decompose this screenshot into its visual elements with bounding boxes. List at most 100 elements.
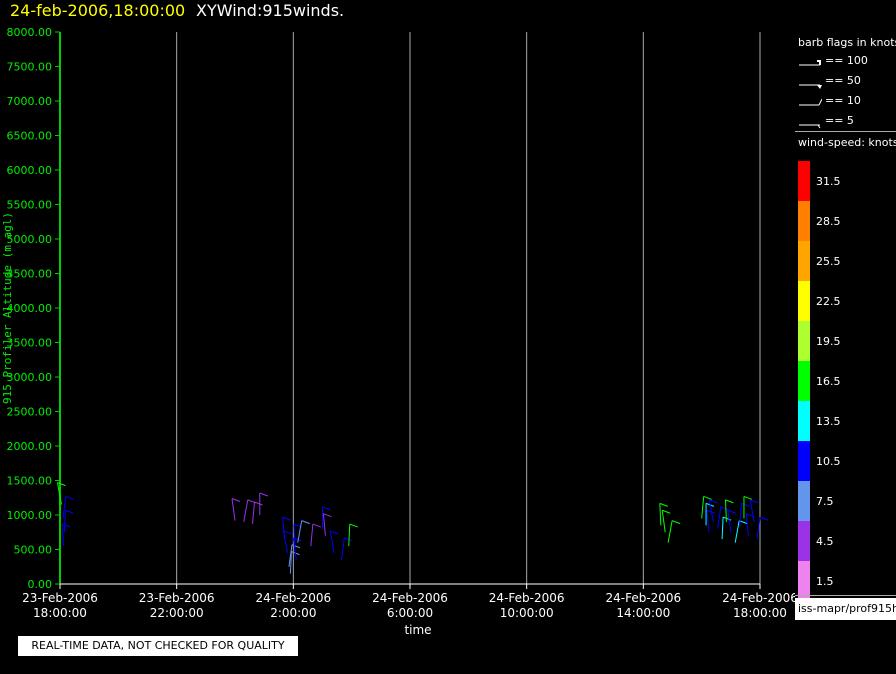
wind-barb-staff	[750, 500, 754, 522]
wind-barb-flag	[704, 496, 712, 499]
wind-barb-flag	[662, 510, 670, 513]
wind-barb-flag	[723, 517, 731, 520]
wind-barb-staff	[253, 502, 255, 524]
wind-barb-staff	[64, 510, 65, 532]
wind-barb-staff	[244, 500, 248, 522]
wind-barb-flag	[255, 502, 263, 505]
x-tick-date: 24-Feb-2006	[255, 591, 331, 605]
colorbar-label: 25.5	[816, 255, 841, 268]
wind-barb-flag	[721, 507, 729, 510]
wind-barb-staff	[341, 538, 344, 560]
colorbar-swatch	[798, 201, 810, 241]
quality-notice: REAL-TIME DATA, NOT CHECKED FOR QUALITY	[18, 636, 298, 656]
colorbar-swatch	[798, 161, 810, 201]
wind-barb-flag	[283, 517, 291, 520]
wind-barb-staff	[668, 521, 672, 543]
wind-barb-flag	[260, 493, 268, 496]
colorbar-label: 10.5	[816, 455, 841, 468]
wind-barb-flag	[344, 538, 352, 541]
wind-barb-flag	[66, 496, 74, 499]
flag-5-icon	[798, 115, 822, 129]
colorbar-title: wind-speed: knots	[798, 136, 896, 149]
wind-barb-flag	[57, 483, 65, 486]
legend-panel: barb flags in knots == 100 == 50 == 10 =…	[795, 30, 896, 624]
x-tick-time: 2:00:00	[270, 606, 316, 620]
y-tick-label: 7000.00	[7, 95, 53, 108]
wind-barb-staff	[707, 510, 709, 532]
colorbar-label: 31.5	[816, 175, 841, 188]
wind-barb-staff	[662, 510, 665, 532]
y-tick-label: 8000.00	[7, 26, 53, 39]
wind-barb-staff	[746, 514, 748, 536]
flag-100-icon	[798, 55, 822, 69]
colorbar-label: 1.5	[816, 575, 834, 588]
colorbar-label: 16.5	[816, 375, 841, 388]
wind-barb-staff	[298, 521, 302, 543]
wind-barb-staff	[728, 510, 731, 532]
wind-barb-staff	[702, 496, 704, 518]
colorbar-label: 7.5	[816, 495, 834, 508]
x-tick-time: 6:00:00	[387, 606, 433, 620]
wind-barb-staff	[63, 524, 64, 546]
colorbar-divider	[795, 595, 896, 596]
x-tick-date: 23-Feb-2006	[22, 591, 98, 605]
y-tick-label: 6500.00	[7, 130, 53, 143]
flag-10-label: == 10	[825, 94, 861, 107]
wind-barb-flag	[672, 521, 680, 524]
y-tick-label: 6000.00	[7, 164, 53, 177]
wind-barb-flag	[302, 521, 310, 524]
wind-barb-staff	[660, 503, 661, 525]
wind-barb-flag	[728, 510, 736, 513]
colorbar-swatch	[798, 241, 810, 281]
wind-barb-flag	[725, 500, 733, 503]
flag-50-label: == 50	[825, 74, 861, 87]
flag-legend-10: == 10	[798, 95, 896, 109]
wind-barb-staff	[330, 531, 334, 553]
colorbar-swatch	[798, 321, 810, 361]
source-path: iss-mapr/prof915h	[795, 598, 896, 620]
barb-flags-title: barb flags in knots	[798, 36, 896, 49]
flag-10-icon	[798, 95, 822, 109]
x-axis-label: time	[404, 623, 431, 636]
y-tick-label: 2000.00	[7, 440, 53, 453]
flag-legend-100: == 100	[798, 55, 896, 69]
wind-barb-staff	[284, 531, 288, 553]
colorbar-label: 19.5	[816, 335, 841, 348]
wind-barb-flag	[284, 531, 292, 534]
x-tick-time: 18:00:00	[733, 606, 787, 620]
y-tick-label: 1000.00	[7, 509, 53, 522]
x-tick-date: 24-Feb-2006	[722, 591, 795, 605]
colorbar-swatch	[798, 361, 810, 401]
colorbar-label: 4.5	[816, 535, 834, 548]
wind-barb-flag	[330, 531, 338, 534]
flag-50-icon	[798, 75, 822, 89]
colorbar-swatch	[798, 441, 810, 481]
wind-barb-flag	[313, 524, 321, 527]
y-tick-label: 5500.00	[7, 199, 53, 212]
x-tick-time: 14:00:00	[616, 606, 670, 620]
wind-barb-flag	[750, 500, 758, 503]
colorbar-swatch	[798, 281, 810, 321]
wind-profile-chart: 0.00500.001000.001500.002000.002500.0030…	[0, 0, 795, 636]
y-axis-label: 915 Profiler Altitude (m agl)	[1, 212, 14, 404]
x-tick-date: 23-Feb-2006	[139, 591, 215, 605]
colorbar-label: 28.5	[816, 215, 841, 228]
flag-legend-50: == 50	[798, 75, 896, 89]
wind-barb-staff	[740, 503, 742, 525]
y-tick-label: 0.00	[28, 578, 53, 591]
x-tick-date: 24-Feb-2006	[489, 591, 565, 605]
wind-barb-flag	[323, 514, 331, 517]
wind-barb-flag	[65, 510, 73, 513]
flag-legend-5: == 5	[798, 115, 896, 129]
wind-barb-staff	[232, 499, 235, 521]
flag-5-label: == 5	[825, 114, 854, 127]
wind-barb-staff	[311, 524, 313, 546]
wind-barb-flag	[350, 524, 358, 527]
x-tick-date: 24-Feb-2006	[605, 591, 681, 605]
x-tick-time: 22:00:00	[150, 606, 204, 620]
y-tick-label: 1500.00	[7, 475, 53, 488]
wind-barb-flag	[323, 507, 331, 510]
flag-100-label: == 100	[825, 54, 868, 67]
wind-barb-staff	[718, 507, 721, 529]
wind-barb-staff	[735, 521, 739, 543]
